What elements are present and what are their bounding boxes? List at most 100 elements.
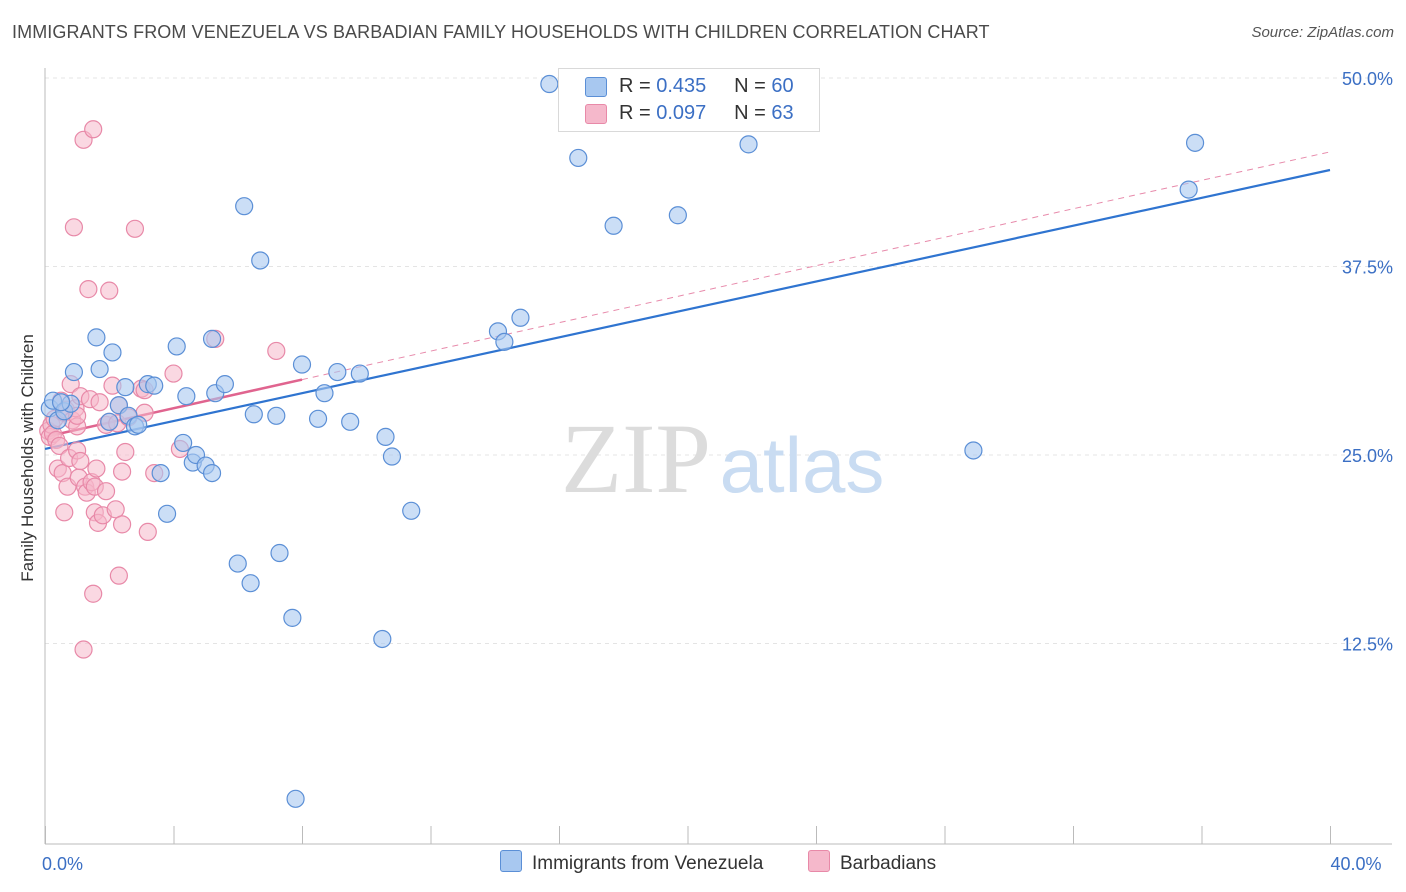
tick-labels: 12.5% 25.0% 37.5% 50.0% 0.0% 40.0% [42,69,1393,874]
legend-swatch-pink [585,104,607,124]
watermark-zip: ZIP [561,403,711,514]
bottom-legend-swatch-blue [500,850,522,872]
barbadians-point [84,584,103,603]
barbadians-point [164,364,183,383]
chart-title: IMMIGRANTS FROM VENEZUELA VS BARBADIAN F… [12,22,990,42]
venezuela-point [116,378,135,397]
bottom-legend-barbadians: Barbadians [808,850,936,875]
barbadians-point [125,219,145,238]
venezuela-point [668,206,687,225]
legend-n-value: 60 [771,75,794,97]
x-tick-label: 0.0% [42,854,83,874]
barbadians-point [138,522,157,542]
venezuela-point [100,412,119,431]
venezuela-point [350,364,369,383]
watermark: ZIP atlas [561,403,884,514]
venezuela-point [202,329,222,348]
legend-n-label: N = [734,102,772,124]
y-tick-label: 37.5% [1342,258,1393,278]
venezuela-point [90,359,109,379]
stats-legend: R = 0.435 N = 60 R = 0.097 N = 63 [558,68,820,132]
barbadians-point [109,566,128,585]
venezuela-point [402,501,421,520]
bottom-legend-swatch-pink [808,850,830,872]
barbadians-point [267,341,286,361]
barbadians-point [84,120,103,139]
venezuela-point [292,355,312,374]
venezuela-point [167,337,186,356]
venezuela-point [315,384,334,403]
venezuela-point [286,789,305,808]
venezuela-point [495,332,514,351]
venezuela-point [1185,133,1205,152]
venezuela-trend-line [44,168,1331,451]
legend-r-value: 0.435 [656,75,707,97]
venezuela-point [215,375,234,394]
bottom-legend-label: Barbadians [840,853,937,874]
barbadians-point [74,640,93,659]
gridlines [45,77,1392,644]
barbadians-point [112,515,132,534]
venezuela-point [569,148,588,168]
venezuela-point [373,629,392,649]
y-tick-label: 50.0% [1342,69,1393,89]
venezuela-point [270,543,289,563]
watermark-atlas: atlas [720,421,885,509]
barbadians-point [112,462,132,481]
venezuela-point [145,376,164,395]
trend-lines [44,151,1331,451]
venezuela-point [51,393,71,412]
venezuela-point [283,608,302,627]
venezuela-point [87,328,106,347]
barbadians-trend-line [44,378,303,439]
venezuela-point [129,415,148,434]
barbadians-point [64,218,84,237]
venezuela-point [511,308,530,327]
venezuela-point [308,409,328,428]
venezuela-point [235,197,254,216]
barbadians-point [55,503,74,522]
legend-r-value: 0.097 [656,102,707,124]
venezuela-point [64,362,84,382]
barbadians-point [87,459,106,478]
legend-swatch-blue [585,77,607,97]
venezuela-point [964,441,983,460]
venezuela-point [251,251,270,270]
venezuela-point [244,405,263,424]
legend-r-label: R = [619,102,657,124]
venezuela-point [540,74,559,94]
x-tick-label: 40.0% [1330,854,1381,874]
barbadians-point [106,500,125,519]
source-label: Source: ZipAtlas.com [1251,24,1394,41]
venezuela-point [157,504,177,523]
y-tick-label: 12.5% [1342,635,1393,655]
barbadians-trend-extension [301,151,1331,381]
y-tick-label: 25.0% [1342,446,1393,466]
venezuela-point [151,463,170,483]
barbadians-point [96,482,116,501]
venezuela-point [341,412,360,431]
legend-r-label: R = [619,75,657,97]
barbadians-point [71,451,90,471]
venezuela-point [1179,180,1198,199]
venezuela-point [382,447,402,466]
legend-n-value: 63 [771,102,794,124]
barbadians-point [79,280,98,299]
venezuela-point [604,216,623,235]
venezuela-point [267,406,286,425]
venezuela-point [228,554,247,573]
legend-n-label: N = [734,75,772,97]
barbadians-point [50,436,69,456]
venezuela-point [174,433,193,453]
venezuela-point [739,135,758,154]
bottom-legend-label: Immigrants from Venezuela [532,853,764,874]
axes [44,68,1392,845]
venezuela-point [376,427,395,447]
venezuela-points [40,74,1205,808]
barbadians-point [116,442,135,462]
venezuela-point [202,463,222,483]
venezuela-point [241,574,260,593]
venezuela-point [103,343,122,362]
venezuela-point [328,362,347,382]
